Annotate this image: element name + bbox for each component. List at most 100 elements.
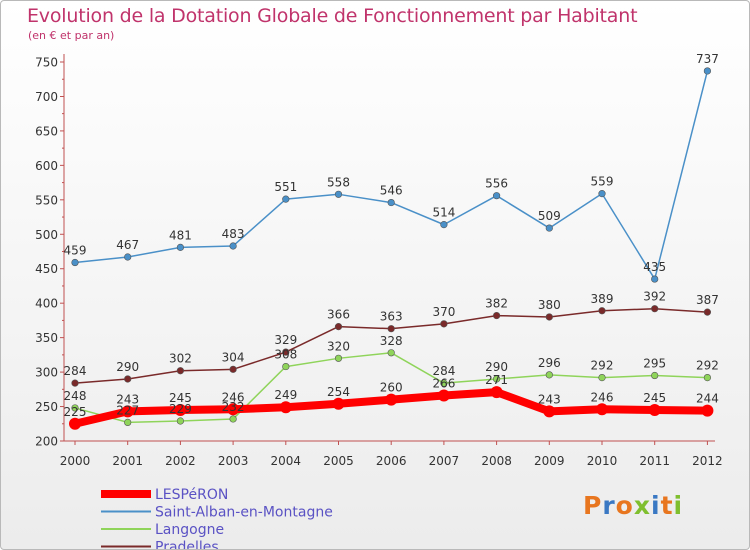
y-tick-label: 750: [35, 56, 58, 70]
data-label: 296: [538, 356, 561, 370]
data-label: 329: [274, 333, 297, 347]
data-point: [545, 224, 553, 232]
x-tick-label: 2002: [165, 454, 196, 468]
legend-label: LESPéRON: [155, 487, 228, 503]
y-tick-label: 600: [35, 159, 58, 173]
data-label: 243: [116, 392, 139, 406]
data-point: [493, 192, 501, 200]
data-point: [648, 403, 661, 416]
data-label: 229: [169, 402, 192, 416]
logo-letter: r: [602, 491, 616, 520]
data-point: [227, 403, 240, 416]
data-point: [651, 305, 659, 313]
data-point: [596, 403, 608, 416]
x-tick-label: 2012: [692, 454, 723, 468]
data-point: [71, 379, 79, 387]
logo-letter: t: [660, 491, 674, 520]
data-label: 481: [169, 228, 192, 242]
x-tick-label: 2007: [429, 454, 460, 468]
data-point: [598, 374, 606, 382]
data-label: 328: [380, 334, 403, 348]
data-label: 245: [169, 391, 192, 405]
logo-letter: i: [651, 491, 661, 520]
data-label: 558: [327, 175, 350, 189]
data-label: 366: [327, 308, 350, 322]
data-label: 483: [222, 227, 245, 241]
data-label: 737: [696, 52, 719, 66]
data-point: [493, 311, 501, 320]
data-point: [334, 190, 343, 198]
logo-letter: x: [633, 491, 651, 520]
data-point: [385, 393, 398, 406]
data-label: 387: [696, 293, 719, 307]
x-tick-label: 2010: [587, 454, 618, 468]
x-tick-label: 2003: [218, 454, 249, 468]
logo-letter: o: [615, 491, 634, 520]
y-tick-label: 700: [35, 90, 58, 104]
data-label: 459: [64, 244, 87, 258]
data-point: [490, 386, 503, 399]
data-label: 246: [591, 390, 614, 404]
y-tick-label: 400: [35, 297, 58, 311]
data-point: [176, 417, 184, 425]
data-label: 304: [222, 350, 245, 364]
x-tick-label: 2009: [534, 454, 565, 468]
data-label: 243: [538, 392, 561, 406]
data-point: [334, 323, 343, 331]
data-point: [493, 375, 501, 383]
data-label: 232: [222, 400, 245, 414]
data-point: [229, 415, 237, 423]
data-label: 382: [485, 297, 508, 311]
data-point: [703, 67, 712, 75]
data-point: [703, 308, 712, 316]
data-label: 245: [643, 391, 666, 405]
data-label: 556: [485, 177, 508, 191]
data-label: 559: [591, 175, 614, 189]
x-tick-label: 2006: [376, 454, 407, 468]
proxiti-logo: Proxiti: [583, 491, 683, 520]
y-tick-label: 650: [35, 124, 58, 138]
x-tick-label: 2004: [271, 454, 302, 468]
data-point: [545, 313, 553, 321]
data-point: [440, 320, 448, 328]
data-point: [543, 405, 556, 418]
data-point: [332, 397, 345, 410]
x-tick-label: 2011: [639, 454, 670, 468]
legend-label: Saint-Alban-en-Montagne: [155, 505, 333, 521]
data-label: 227: [116, 403, 139, 417]
data-label: 467: [116, 238, 139, 252]
data-label: 225: [64, 405, 87, 419]
data-point: [174, 403, 187, 416]
data-label: 292: [696, 359, 719, 373]
data-point: [703, 374, 712, 382]
data-point: [282, 362, 290, 371]
data-point: [124, 418, 132, 426]
data-point: [437, 389, 450, 402]
y-tick-label: 250: [35, 400, 58, 414]
x-tick-label: 2005: [323, 454, 354, 468]
data-point: [545, 371, 553, 379]
x-tick-label: 2008: [481, 454, 512, 468]
data-point: [229, 242, 237, 250]
data-label: 363: [380, 310, 403, 324]
data-point: [387, 349, 395, 357]
data-point: [440, 379, 448, 387]
data-label: 244: [696, 392, 719, 406]
x-tick-label: 2000: [60, 454, 91, 468]
data-label: 290: [485, 360, 508, 374]
legend-label: Langogne: [155, 522, 224, 538]
x-tick-label: 2001: [112, 454, 143, 468]
logo-letter: P: [583, 491, 603, 520]
data-label: 266: [432, 377, 455, 391]
data-label: 260: [380, 381, 403, 395]
data-point: [124, 253, 132, 261]
data-label: 249: [274, 388, 297, 402]
y-tick-label: 300: [35, 366, 58, 380]
data-label: 271: [485, 373, 508, 387]
data-point: [282, 195, 290, 203]
data-point: [651, 371, 659, 380]
data-label: 509: [538, 209, 561, 223]
data-point: [701, 404, 714, 417]
data-point: [598, 307, 606, 315]
